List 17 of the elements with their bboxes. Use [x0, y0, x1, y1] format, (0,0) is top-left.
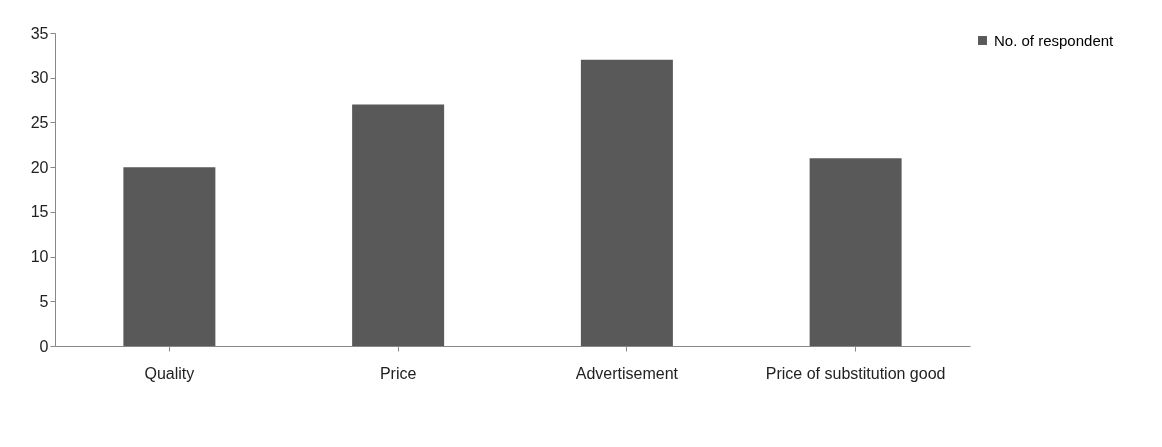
bar: [809, 158, 902, 346]
bar: [580, 59, 673, 346]
x-tick-label: Quality: [144, 364, 195, 382]
y-tick-label: 15: [30, 203, 49, 221]
bar: [352, 104, 445, 346]
y-tick-label: 5: [39, 292, 49, 310]
bar: [123, 167, 216, 346]
x-tick-label: Price: [379, 364, 417, 382]
y-tick-label: 25: [30, 113, 49, 131]
legend-label: No. of respondent: [994, 31, 1115, 49]
y-tick-label: 0: [39, 337, 49, 355]
y-tick-label: 30: [30, 69, 49, 87]
x-tick-label: Advertisement: [575, 364, 679, 382]
x-tick-label: Price of substitution good: [765, 364, 946, 382]
y-tick-label: 35: [30, 24, 49, 42]
y-tick-label: 10: [30, 248, 49, 266]
y-tick-label: 20: [30, 158, 49, 176]
